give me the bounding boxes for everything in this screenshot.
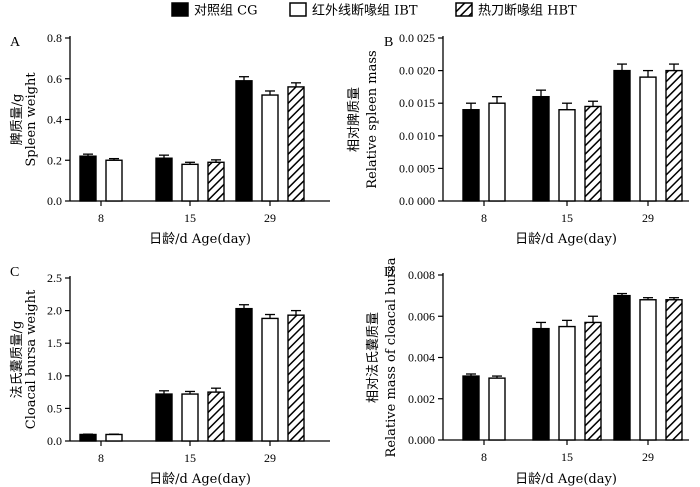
bar-ibt-29: [639, 76, 657, 202]
x-tick-label: 29: [642, 450, 654, 464]
y-tick-label: 0.6: [47, 72, 62, 86]
bar-ibt-8: [105, 433, 123, 442]
bar-cg-15: [532, 95, 550, 202]
y-tick-label: 0.5: [47, 401, 62, 415]
y-tick-label: 0.0 015: [399, 96, 435, 110]
legend-label-cg: 对照组 CG: [194, 4, 257, 19]
x-tick-label: 8: [481, 450, 487, 464]
bar-ibt-15: [181, 163, 199, 202]
y-tick-label: 0.004: [408, 351, 435, 365]
panel-a: A 0.0 0.2 0.4 0.6 0.8 8 15 29 日龄/d Age(day) 脾质量/g S…: [10, 31, 330, 247]
panel-label: D: [384, 265, 394, 280]
legend-label-hbt: 热刀断喙组 HBT: [478, 4, 577, 19]
bar-hbt-15: [207, 161, 225, 202]
panel-label: B: [384, 35, 393, 50]
bar-cg-15: [532, 327, 550, 441]
legend: 对照组 CG 红外线断喙组 IBT 热刀断喙组 HBT: [171, 2, 577, 19]
x-tick-label: 8: [481, 211, 487, 225]
x-tick-label: 15: [561, 450, 573, 464]
y-tick-label: 2.0: [47, 304, 62, 318]
x-tick-label: 29: [264, 211, 276, 225]
x-tick-label: 29: [642, 211, 654, 225]
bar-cg-15: [155, 157, 173, 202]
bar-hbt-15: [584, 105, 602, 202]
legend-swatch-cg: [171, 2, 189, 17]
y-tick-label: 1.0: [47, 369, 62, 383]
bar-cg-29: [235, 307, 253, 442]
y-axis-title-en: Cloacal bursa weight: [24, 289, 39, 429]
y-tick-label: 0.2: [47, 153, 62, 167]
y-axis-title-cn: 相对脾质量: [347, 87, 362, 152]
x-tick-label: 15: [561, 211, 573, 225]
bar-ibt-15: [558, 109, 576, 202]
y-tick-label: 0.0: [47, 434, 62, 448]
bar-ibt-8: [105, 159, 123, 202]
x-tick-label: 8: [98, 451, 104, 465]
bar-hbt-29: [287, 86, 305, 202]
panel-d: D 0.000 0.002 0.004 0.006 0.008 8 15 29 日龄/d Age(…: [365, 257, 689, 487]
bar-ibt-29: [261, 317, 279, 442]
legend-swatch-hbt: [455, 2, 473, 17]
bar-cg-29: [613, 69, 631, 202]
legend-swatch-ibt: [289, 2, 307, 17]
y-tick-label: 1.5: [47, 336, 62, 350]
bar-ibt-15: [181, 393, 199, 442]
y-axis-title-en: Relative spleen mass: [365, 50, 380, 188]
y-tick-label: 0.0 010: [399, 129, 435, 143]
panel-b: B 0.0 000 0.0 005 0.0 010 0.0 015 0.0 020 0.0 …: [347, 31, 689, 247]
bar-hbt-15: [207, 391, 225, 442]
bar-ibt-29: [261, 94, 279, 202]
y-axis-title-en: Spleen weight: [24, 72, 39, 167]
x-tick-label: 15: [184, 211, 196, 225]
bar-hbt-29: [665, 69, 683, 202]
panel-c: C 0.0 0.5 1.0 1.5 2.0 2.5 8 15 29 日龄/d Age(day) 法氏囊…: [9, 265, 330, 487]
bar-cg-29: [613, 294, 631, 441]
bar-cg-8: [462, 375, 480, 441]
x-tick-label: 8: [98, 211, 104, 225]
bar-cg-8: [462, 109, 480, 202]
x-tick-label: 29: [264, 451, 276, 465]
y-tick-label: 0.0 020: [399, 64, 435, 78]
bar-hbt-29: [287, 314, 305, 442]
x-axis-title: 日龄/d Age(day): [149, 472, 251, 487]
y-tick-label: 0.0 000: [399, 194, 435, 208]
y-tick-label: 0.002: [408, 392, 435, 406]
x-tick-label: 15: [184, 451, 196, 465]
y-tick-label: 0.008: [408, 268, 435, 282]
bar-ibt-15: [558, 325, 576, 441]
bar-ibt-8: [488, 377, 506, 441]
x-axis-title: 日龄/d Age(day): [515, 232, 617, 247]
bar-hbt-29: [665, 299, 683, 441]
bar-cg-8: [79, 433, 97, 442]
y-tick-label: 0.0 005: [399, 161, 435, 175]
bar-ibt-8: [488, 102, 506, 202]
y-axis-title-cn: 相对法氏囊质量: [365, 312, 381, 403]
bar-cg-29: [235, 80, 253, 202]
legend-label-ibt: 红外线断喙组 IBT: [312, 3, 418, 19]
y-tick-label: 0.8: [47, 31, 62, 45]
x-axis-title: 日龄/d Age(day): [149, 232, 251, 247]
y-tick-label: 2.5: [47, 271, 62, 285]
y-tick-label: 0.0 025: [399, 31, 435, 45]
y-axis-title-cn: 脾质量/g: [10, 94, 25, 146]
bar-cg-15: [155, 393, 173, 442]
bar-ibt-29: [639, 299, 657, 441]
y-tick-label: 0.4: [47, 113, 62, 127]
y-tick-label: 0.006: [408, 309, 435, 323]
y-axis-title-cn: 法氏囊质量/g: [9, 321, 25, 399]
y-axis-title-en: Relative mass of cloacal bursa: [384, 257, 399, 457]
y-tick-label: 0.000: [408, 433, 435, 447]
panel-label: A: [10, 35, 21, 50]
bar-cg-8: [79, 155, 97, 202]
x-axis-title: 日龄/d Age(day): [515, 472, 617, 487]
y-tick-label: 0.0: [47, 194, 62, 208]
bar-hbt-15: [584, 321, 602, 441]
panel-label: C: [10, 265, 19, 280]
